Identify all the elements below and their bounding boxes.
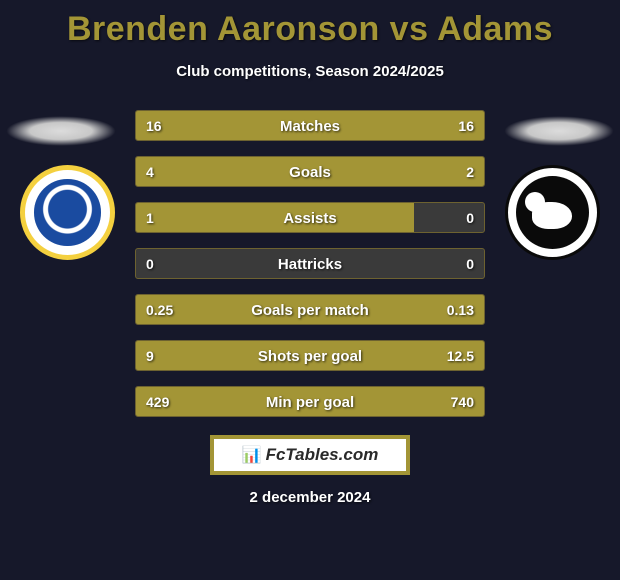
footer-logo[interactable]: 📊 FcTables.com bbox=[210, 435, 410, 475]
stat-label: Min per goal bbox=[136, 387, 484, 417]
stat-value-right: 0.13 bbox=[447, 295, 474, 325]
chart-icon: 📊 bbox=[242, 445, 262, 465]
stat-label: Shots per goal bbox=[136, 341, 484, 371]
stat-label: Matches bbox=[136, 111, 484, 141]
footer-logo-text: FcTables.com bbox=[266, 445, 379, 465]
shadow-ellipse-right bbox=[504, 116, 614, 146]
team-badge-right bbox=[505, 165, 600, 260]
leeds-crest-icon bbox=[34, 179, 100, 245]
stat-row-goals-per-match: 0.25 Goals per match 0.13 bbox=[135, 294, 485, 325]
stat-label: Hattricks bbox=[136, 249, 484, 279]
footer-date: 2 december 2024 bbox=[0, 489, 620, 506]
subtitle: Club competitions, Season 2024/2025 bbox=[0, 63, 620, 80]
stat-label: Assists bbox=[136, 203, 484, 233]
stat-label: Goals bbox=[136, 157, 484, 187]
stat-row-hattricks: 0 Hattricks 0 bbox=[135, 248, 485, 279]
stat-row-goals: 4 Goals 2 bbox=[135, 156, 485, 187]
comparison-content: 16 Matches 16 4 Goals 2 1 Assists 0 0 Ha… bbox=[0, 110, 620, 506]
stat-row-matches: 16 Matches 16 bbox=[135, 110, 485, 141]
stat-row-min-per-goal: 429 Min per goal 740 bbox=[135, 386, 485, 417]
page-title: Brenden Aaronson vs Adams bbox=[0, 0, 620, 49]
stat-value-right: 0 bbox=[466, 249, 474, 279]
stat-row-shots-per-goal: 9 Shots per goal 12.5 bbox=[135, 340, 485, 371]
team-badge-left bbox=[20, 165, 115, 260]
stat-value-right: 12.5 bbox=[447, 341, 474, 371]
stats-column: 16 Matches 16 4 Goals 2 1 Assists 0 0 Ha… bbox=[135, 110, 485, 417]
derby-crest-icon bbox=[516, 176, 589, 249]
stat-value-right: 0 bbox=[466, 203, 474, 233]
stat-label: Goals per match bbox=[136, 295, 484, 325]
shadow-ellipse-left bbox=[6, 116, 116, 146]
ram-body-icon bbox=[532, 202, 572, 230]
stat-value-right: 2 bbox=[466, 157, 474, 187]
stat-value-right: 740 bbox=[451, 387, 474, 417]
stat-row-assists: 1 Assists 0 bbox=[135, 202, 485, 233]
stat-value-right: 16 bbox=[458, 111, 474, 141]
